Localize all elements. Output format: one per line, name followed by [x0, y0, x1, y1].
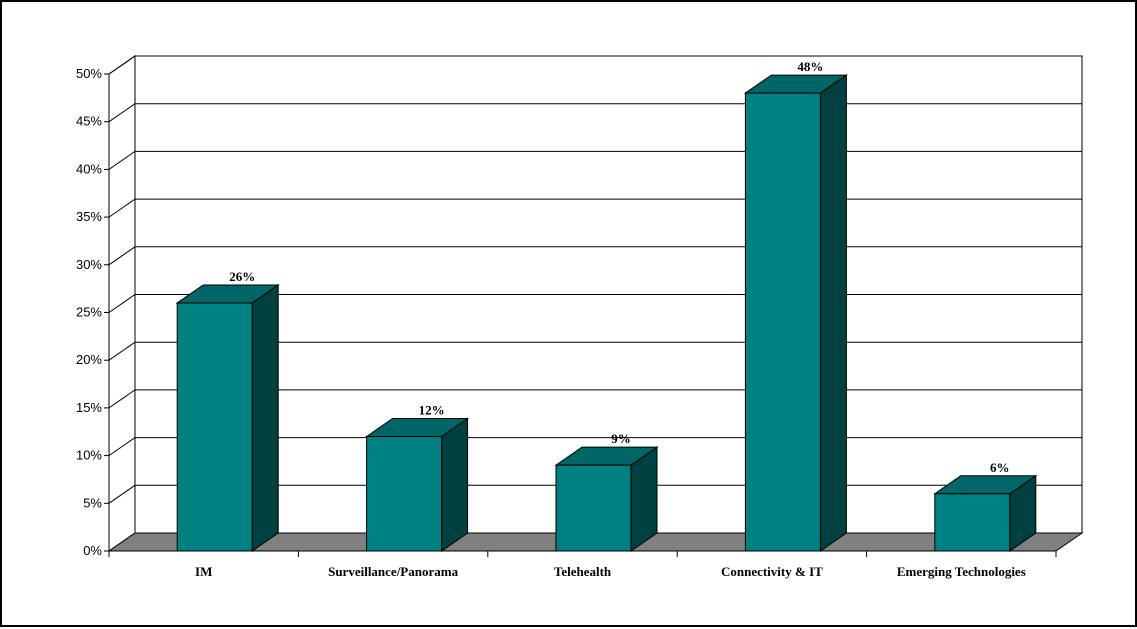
- x-tick-label: Emerging Technologies: [897, 564, 1026, 579]
- gridline: [108, 55, 1082, 75]
- x-axis: IM Surveillance/Panorama Telehealth Connect…: [108, 550, 1057, 579]
- x-tick-label: Surveillance/Panorama: [328, 564, 458, 579]
- bar-side: [251, 284, 279, 552]
- data-label: 9%: [611, 431, 631, 446]
- bar-front: [176, 302, 253, 552]
- bars: [175, 74, 1038, 552]
- bar-side: [441, 417, 469, 552]
- y-tick-label: 40%: [76, 161, 102, 176]
- y-tick-label: 50%: [76, 66, 102, 81]
- y-tick-label: 25%: [76, 305, 102, 320]
- bar-side: [819, 74, 847, 552]
- bar-front: [744, 92, 821, 552]
- data-label: 6%: [990, 460, 1010, 475]
- data-label: 48%: [797, 59, 823, 74]
- y-tick-label: 20%: [76, 352, 102, 367]
- bar-front: [555, 464, 632, 552]
- y-tick-label: 35%: [76, 209, 102, 224]
- y-tick-label: 30%: [76, 257, 102, 272]
- bar-front: [934, 493, 1011, 552]
- x-tick-label: IM: [195, 564, 212, 579]
- bar-front: [366, 436, 443, 552]
- y-axis: 0% 5% 10% 15% 20% 25% 30% 35% 40% 45% 50%: [76, 66, 110, 558]
- y-tick-label: 5%: [83, 495, 102, 510]
- bar: [933, 474, 1038, 552]
- data-label: 26%: [229, 269, 255, 284]
- bar: [364, 417, 470, 552]
- y-tick-label: 10%: [76, 448, 102, 463]
- data-label: 12%: [419, 403, 445, 418]
- y-tick-label: 15%: [76, 400, 102, 415]
- y-tick-label: 45%: [76, 114, 102, 129]
- bar: [175, 284, 280, 552]
- x-tick-label: Telehealth: [554, 564, 612, 579]
- data-labels: 26% 12% 9% 48% 6%: [229, 59, 1009, 475]
- y-tick-label: 0%: [83, 543, 102, 558]
- bar: [743, 74, 849, 552]
- x-tick-label: Connectivity & IT: [721, 564, 823, 579]
- bar: [554, 446, 659, 552]
